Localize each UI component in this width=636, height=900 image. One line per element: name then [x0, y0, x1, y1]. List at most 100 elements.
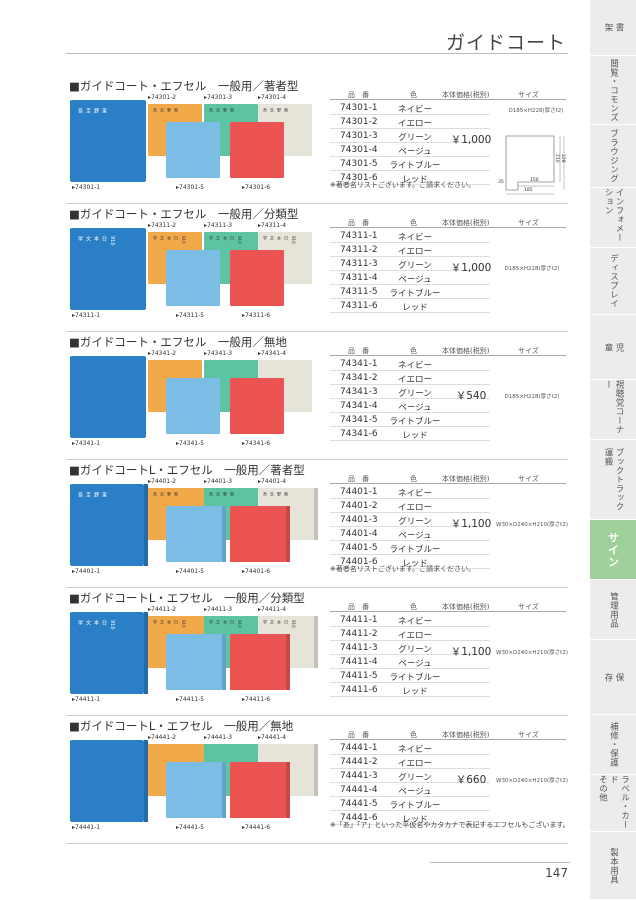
table-row: 74401-4 ベージュ [330, 528, 490, 541]
product-number: 74411-6 [340, 685, 378, 695]
sidebar-tab-label: ディスプレイ [608, 254, 619, 308]
sidebar-tab-7[interactable]: ブックトラック 運搬 [590, 440, 636, 520]
sidebar-tab-0[interactable]: 書 架 [590, 0, 636, 56]
header-size: サイズ [518, 219, 539, 227]
header-color: 色 [410, 347, 417, 355]
product-color: ライトブルー [389, 673, 441, 683]
size-spec: W30×D240×H210(厚さt2) [496, 778, 568, 784]
price: ￥540 [455, 390, 487, 402]
sidebar-tab-3[interactable]: インフォメーション [590, 188, 636, 248]
product-photo: ▸74341-1 ▸74341-2 ▸74341-3 ▸74341-4 ▸74341-5… [66, 350, 328, 452]
product-section: ■ガイドコートL・エフセル 一般用／無地 ▸74441-1 ▸74441-2 ▸744… [66, 710, 570, 844]
table-row: 74301-3 グリーン [330, 130, 490, 143]
table-row: 74311-3 グリーン [330, 258, 490, 271]
sidebar-tab-11[interactable]: 補修・保護 [590, 715, 636, 775]
sidebar-tab-label: 書 架 [603, 23, 624, 32]
table-row: 74411-2 イエロー [330, 628, 490, 641]
board-stand [314, 744, 318, 796]
board-print: 東 野 圭 吾 [153, 492, 179, 496]
board-stand [286, 762, 290, 818]
product-photo-label: ▸74301-1 [72, 184, 101, 191]
header-color: 色 [410, 603, 417, 611]
board-print: 東 野 圭 吾 [77, 108, 107, 113]
product-photo-label: ▸74301-2 [148, 94, 177, 101]
sidebar-tab-4[interactable]: ディスプレイ [590, 248, 636, 315]
product-color: グリーン [398, 133, 432, 143]
product-color: レッド [402, 559, 428, 569]
board-stand [144, 484, 148, 566]
product-color: ライトブルー [389, 161, 441, 171]
table-row: 74441-1 ネイビー [330, 742, 490, 755]
board-print: 東 野 圭 吾 [263, 108, 289, 112]
table-row: 74411-4 ベージュ [330, 656, 490, 669]
sidebar-tab-9[interactable]: 管理用品 [590, 580, 636, 640]
board-stand [286, 506, 290, 562]
header-no: 品 番 [348, 731, 369, 739]
product-photo-label: ▸74411-1 [72, 696, 101, 703]
product-photo-label: ▸74411-3 [204, 606, 233, 613]
board-print: 910 日 本 文 学 [153, 620, 186, 628]
sidebar-tab-10[interactable]: 保 存 [590, 640, 636, 715]
product-photo-label: ▸74441-1 [72, 824, 101, 831]
sidebar-tab-5[interactable]: 児 童 [590, 315, 636, 380]
board-red [230, 378, 284, 434]
product-color: グリーン [398, 517, 432, 527]
header-size: サイズ [518, 347, 539, 355]
sidebar-tab-12[interactable]: ラベル・カード その他 [590, 775, 636, 832]
product-photo-label: ▸74301-3 [204, 94, 233, 101]
product-photo-label: ▸74411-6 [242, 696, 271, 703]
product-number: 74311-1 [340, 231, 378, 241]
sidebar-tab-label: 閲覧・コモンズ [608, 58, 619, 122]
page-title: ガイドコート [445, 32, 566, 54]
product-color: ライトブルー [389, 417, 441, 427]
product-number: 74441-5 [340, 799, 378, 809]
product-photo: 910 日 本 文 学 910 日 本 文 学 910 日 本 文 学 910 日 本… [66, 222, 328, 324]
product-color: ネイビー [397, 745, 432, 755]
size-spec: W30×D240×H210(厚さt2) [496, 650, 568, 656]
product-color: ネイビー [397, 105, 432, 115]
sidebar-tab-2[interactable]: ブラウジング [590, 125, 636, 188]
dimension-diagram: 150 185 35 210 228 [496, 116, 568, 196]
product-photo-label: ▸74311-6 [242, 312, 271, 319]
table-row: 74301-4 ベージュ [330, 144, 490, 157]
product-color: レッド [402, 431, 428, 441]
product-number: 74301-4 [340, 145, 378, 155]
page-number: 147 [545, 866, 568, 880]
section-note: ※著者名リストございます。ご請求ください。 [330, 565, 476, 573]
product-color: イエロー [398, 631, 432, 641]
header-no: 品 番 [348, 603, 369, 611]
header-no: 品 番 [348, 91, 369, 99]
product-color: イエロー [398, 503, 432, 513]
sidebar-tab-8[interactable]: サイン [590, 520, 636, 580]
product-number: 74441-6 [340, 813, 378, 823]
product-number: 74441-2 [340, 757, 378, 767]
header-color: 色 [410, 91, 417, 99]
product-photo: 910 日 本 文 学 910 日 本 文 学 910 日 本 文 学 910 日 本… [66, 606, 328, 708]
table-header: 品 番 色 本体価格(税別) サイズ [330, 728, 566, 740]
product-photo-label: ▸74311-1 [72, 312, 101, 319]
table-header: 品 番 色 本体価格(税別) サイズ [330, 216, 566, 228]
price: ￥1,100 [450, 518, 492, 530]
sidebar-tab-label: ブックトラック 運搬 [603, 448, 624, 511]
board-lightblue [166, 634, 226, 690]
product-color: ベージュ [398, 659, 432, 669]
product-number: 74441-3 [340, 771, 378, 781]
header-price: 本体価格(税別) [442, 731, 490, 739]
product-photo-label: ▸74311-2 [148, 222, 177, 229]
header-size: サイズ [518, 475, 539, 483]
board-print: 東 野 圭 吾 [209, 108, 235, 112]
price: ￥1,000 [450, 134, 492, 146]
table-row: 74411-1 ネイビー [330, 614, 490, 627]
product-photo: 東 野 圭 吾 東 野 圭 吾 東 野 圭 吾 東 野 圭 吾 ▸74401-1 ▸744… [66, 478, 328, 580]
header-no: 品 番 [348, 219, 369, 227]
sidebar-tab-13[interactable]: 製本用具 [590, 832, 636, 900]
product-color: ベージュ [398, 403, 432, 413]
board-red [230, 506, 290, 562]
sidebar-tab-6[interactable]: 視聴覚コーナー [590, 380, 636, 440]
product-photo-label: ▸74341-2 [148, 350, 177, 357]
product-number: 74401-4 [340, 529, 378, 539]
header-color: 色 [410, 219, 417, 227]
board-stand [222, 762, 226, 818]
sidebar-tab-1[interactable]: 閲覧・コモンズ [590, 56, 636, 125]
dimension-drawing [505, 135, 565, 195]
